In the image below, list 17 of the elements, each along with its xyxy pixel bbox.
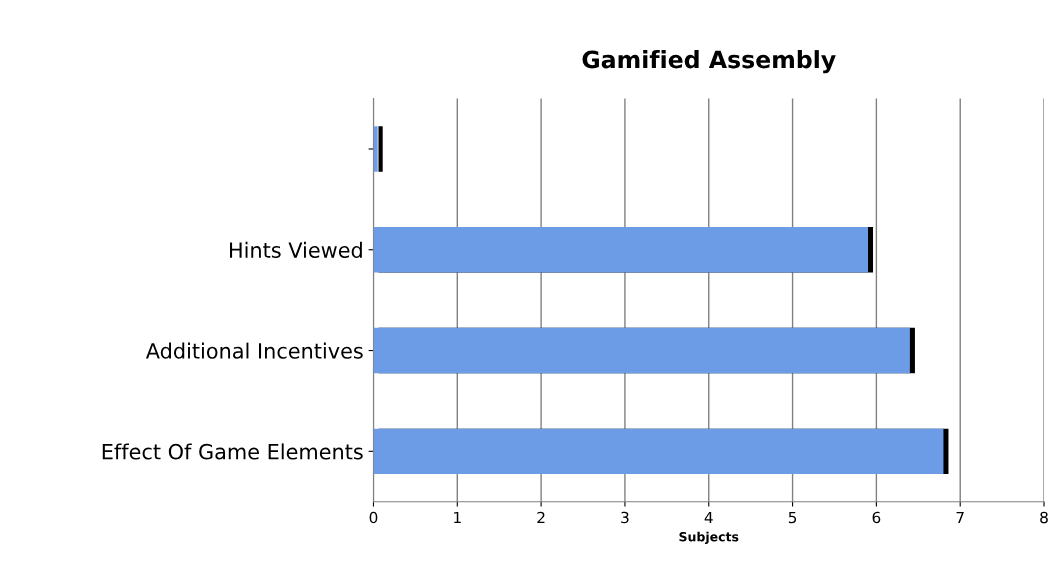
x-tick-label: 0	[369, 511, 378, 524]
y-tick-label: Additional Incentives	[145, 342, 363, 359]
x-tick-label: 5	[788, 511, 797, 524]
x-tick-label: 8	[1040, 511, 1048, 524]
x-tick-label: 2	[537, 511, 545, 524]
bar	[373, 428, 944, 474]
y-tick-label: Hints Viewed	[230, 241, 362, 258]
x-tick-label: 6	[872, 511, 881, 524]
x-tick-label: 4	[704, 511, 713, 524]
x-axis-title: Subjects	[679, 531, 739, 544]
x-tick-label: 3	[621, 511, 629, 524]
x-tick-label: 7	[956, 511, 964, 524]
bar	[373, 327, 910, 374]
y-tick-label: Effect Of Game Elements	[102, 443, 363, 460]
chart-title: Gamified Assembly	[582, 50, 836, 74]
x-tick-label: 1	[454, 511, 461, 524]
bar	[373, 227, 868, 273]
